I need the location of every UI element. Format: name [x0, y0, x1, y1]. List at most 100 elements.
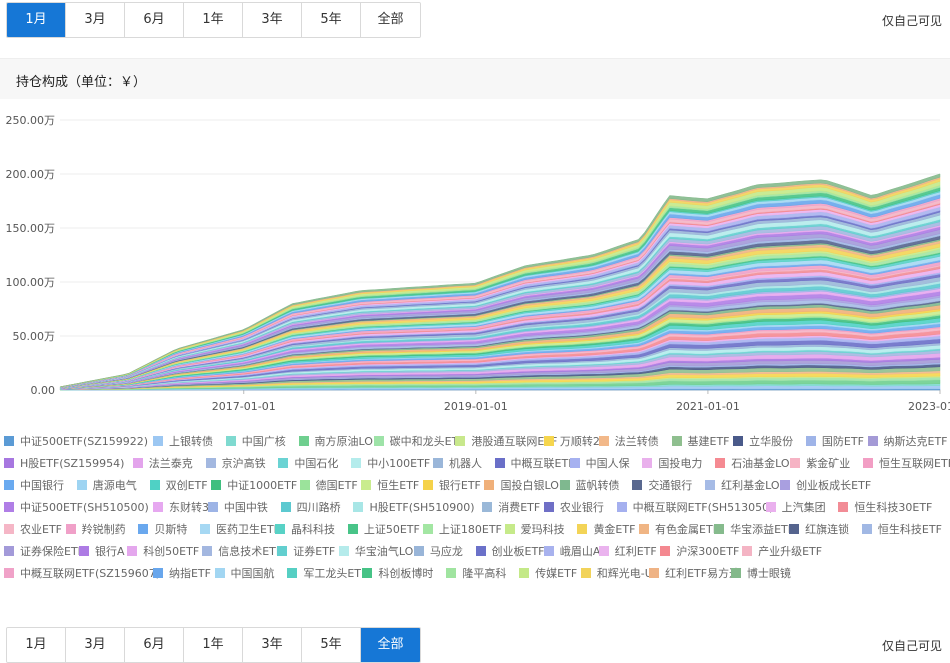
legend-item[interactable]: 有色金属ETF [639, 520, 719, 540]
range-bottom-tab-0[interactable]: 1月 [7, 628, 66, 662]
legend-item[interactable]: 华宝添益ETF [714, 520, 794, 540]
legend-item[interactable]: 中国石化 [278, 454, 338, 474]
legend-item[interactable]: 证券保险ETF [4, 542, 84, 562]
legend-item[interactable]: 国防ETF [805, 432, 864, 452]
legend-item[interactable]: 中国广核 [225, 432, 286, 452]
legend-item[interactable]: 沪深300ETF [660, 542, 739, 562]
legend-item[interactable]: 双创ETF [149, 476, 208, 496]
legend-item[interactable]: 纳斯达克ETF [867, 432, 948, 452]
legend-item[interactable]: H股ETF(SH510900) [353, 498, 475, 518]
legend-item[interactable]: 恒生科技30ETF [838, 498, 932, 518]
legend-item[interactable]: 恒生科技ETF [861, 520, 942, 540]
legend-item[interactable]: 京沪高铁 [205, 454, 266, 474]
legend-item[interactable]: 证券ETF [277, 542, 335, 562]
legend-item[interactable]: 红旗连锁 [789, 520, 849, 540]
legend-item[interactable]: 马应龙 [413, 542, 463, 562]
legend-item[interactable]: 信息技术ETF [202, 542, 282, 562]
range-bottom-tab-6[interactable]: 全部 [361, 628, 420, 662]
legend-item[interactable]: 华宝油气LOF [338, 542, 420, 562]
legend-item[interactable]: 恒生ETF [361, 476, 419, 496]
legend-item[interactable]: 创业板ETF [475, 542, 545, 562]
legend-item[interactable]: 蓝帆转债 [559, 476, 620, 496]
legend-item[interactable]: 上证50ETF [347, 520, 420, 540]
legend-label: 有色金属ETF [655, 523, 720, 536]
legend-item[interactable]: 中概互联网ETF(SH513050) [616, 498, 773, 518]
legend-item[interactable]: 和辉光电-U [580, 564, 653, 584]
range-top-tab-6[interactable]: 全部 [361, 3, 420, 37]
legend-item[interactable]: 黄金ETF [577, 520, 635, 540]
legend-item[interactable]: 国投白银LOF [484, 476, 565, 496]
legend-item[interactable]: 军工龙头ETF [287, 564, 367, 584]
legend-item[interactable]: 羚锐制药 [65, 520, 126, 540]
legend-item[interactable]: 国投电力 [642, 454, 702, 474]
legend-item[interactable]: 红利ETF [598, 542, 657, 562]
legend-item[interactable]: 立华股份 [733, 432, 793, 452]
legend-item[interactable]: 基建ETF [671, 432, 730, 452]
range-top-tab-0[interactable]: 1月 [7, 3, 66, 37]
legend-item[interactable]: 产业升级ETF [742, 542, 822, 562]
legend-item[interactable]: 红利ETF易方达 [649, 564, 740, 584]
legend-item[interactable]: 上证180ETF [422, 520, 502, 540]
range-top-tab-5[interactable]: 5年 [302, 3, 361, 37]
visibility-note-bottom[interactable]: 仅自己可见 [881, 639, 942, 653]
legend-item[interactable]: 交通银行 [632, 476, 692, 496]
legend-item[interactable]: 中证1000ETF [211, 476, 297, 496]
legend-item[interactable]: 中国国航 [214, 564, 275, 584]
legend-item[interactable]: 晶科科技 [275, 520, 335, 540]
legend-item[interactable]: 科创50ETF [127, 542, 199, 562]
legend-item[interactable]: 碳中和龙头ETF [373, 432, 465, 452]
legend-item[interactable]: 紫金矿业 [790, 454, 850, 474]
range-bottom-tab-3[interactable]: 1年 [184, 628, 243, 662]
legend-item[interactable]: 农业ETF [4, 520, 62, 540]
legend-item[interactable]: 四川路桥 [280, 498, 341, 518]
legend-item[interactable]: 中证500ETF(SH510500) [4, 498, 149, 518]
legend-item[interactable]: 医药卫生ETF [200, 520, 280, 540]
legend-item[interactable]: 农业银行 [543, 498, 604, 518]
legend-item[interactable]: 中国中铁 [207, 498, 268, 518]
legend-item[interactable]: 银行A [79, 542, 125, 562]
legend-item[interactable]: 创业板成长ETF [780, 476, 871, 496]
legend-item[interactable]: 机器人 [432, 454, 482, 474]
legend-item[interactable]: 中国银行 [4, 476, 64, 496]
range-bottom-tab-2[interactable]: 6月 [125, 628, 184, 662]
legend-item[interactable]: 贝斯特 [138, 520, 187, 540]
legend-item[interactable]: 唐源电气 [76, 476, 137, 496]
legend-item[interactable]: 红利基金LOF [705, 476, 786, 496]
legend-item[interactable]: 法兰转债 [598, 432, 659, 452]
legend-item[interactable]: 中小100ETF [351, 454, 430, 474]
legend-item[interactable]: 纳指ETF [152, 564, 211, 584]
legend-item[interactable]: 峨眉山A [543, 542, 600, 562]
legend-item[interactable]: 传媒ETF [519, 564, 577, 584]
legend-item[interactable]: 德国ETF [299, 476, 358, 496]
legend-item[interactable]: 银行ETF [422, 476, 481, 496]
legend-item[interactable]: 石油基金LOF [715, 454, 796, 474]
range-top-tab-3[interactable]: 1年 [184, 3, 243, 37]
range-top-tab-4[interactable]: 3年 [243, 3, 302, 37]
legend-item[interactable]: 爱玛科技 [504, 520, 565, 540]
legend-item[interactable]: 中国人保 [569, 454, 630, 474]
legend-item[interactable]: 中概互联网ETF(SZ159607) [4, 564, 160, 584]
range-bottom-tab-5[interactable]: 5年 [302, 628, 361, 662]
legend-item[interactable]: 上汽集团 [765, 498, 826, 518]
legend-item[interactable]: 恒生互联网ETF [863, 454, 950, 474]
range-top-tab-2[interactable]: 6月 [125, 3, 184, 37]
range-bottom-tab-4[interactable]: 3年 [243, 628, 302, 662]
legend-item[interactable]: 东财转3 [152, 498, 209, 518]
legend-item[interactable]: H股ETF(SZ159954) [4, 454, 124, 474]
legend-item[interactable]: 万顺转2 [543, 432, 600, 452]
range-top-tab-1[interactable]: 3月 [66, 3, 125, 37]
range-bottom-tab-1[interactable]: 3月 [66, 628, 125, 662]
legend-item[interactable]: 上银转债 [152, 432, 213, 452]
legend-item[interactable]: 中证500ETF(SZ159922) [4, 432, 148, 452]
x-tick-label: 2019-01-01 [444, 400, 508, 413]
legend-item[interactable]: 博士眼镜 [730, 564, 791, 584]
legend-item[interactable]: 隆平高科 [446, 564, 506, 584]
series-area-80[interactable] [59, 173, 941, 388]
legend-item[interactable]: 科创板博时 [362, 564, 433, 584]
visibility-note-top[interactable]: 仅自己可见 [881, 14, 942, 28]
legend-item[interactable]: 法兰泰克 [132, 454, 193, 474]
legend-item[interactable]: 中概互联ETF [494, 454, 575, 474]
legend-item[interactable]: 消费ETF [482, 498, 540, 518]
legend-item[interactable]: 港股通互联网ETF [455, 432, 557, 452]
legend-item[interactable]: 南方原油LOF [298, 432, 379, 452]
